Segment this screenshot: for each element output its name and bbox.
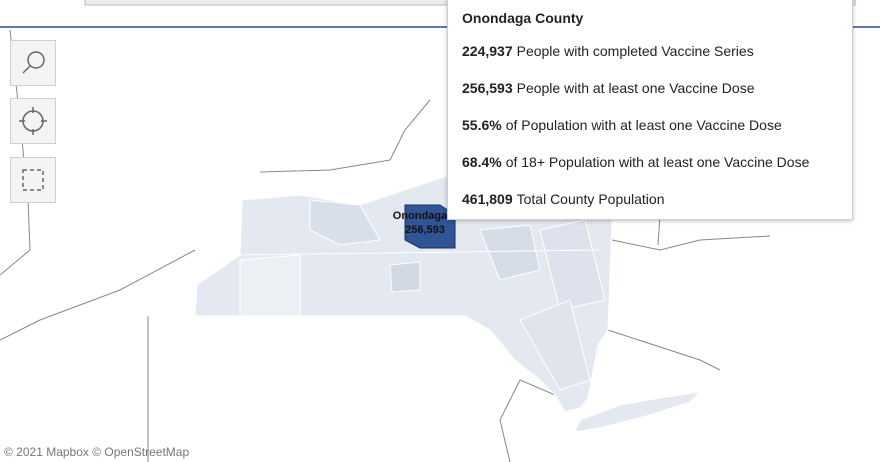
tooltip-title: Onondaga County — [462, 10, 584, 26]
row-value: 256,593 — [462, 80, 513, 96]
row-value: 461,809 — [462, 191, 513, 207]
row-value: 55.6% — [462, 117, 502, 133]
tooltip-row: 55.6% of Population with at least one Vac… — [462, 107, 838, 144]
county-value: 256,593 — [405, 224, 445, 236]
tooltip: Onondaga County 224,937 People with compl… — [447, 0, 853, 220]
select-icon — [22, 169, 44, 191]
tooltip-row: 224,937 People with completed Vaccine Ser… — [462, 33, 838, 70]
attribution: © 2021 Mapbox © OpenStreetMap — [4, 445, 190, 459]
tooltip-row: 68.4% of 18+ Population with at least one… — [462, 144, 838, 181]
locate-button[interactable] — [10, 98, 56, 144]
locate-icon — [19, 107, 47, 135]
county-label: Onondaga — [393, 210, 448, 222]
search-button[interactable] — [10, 40, 56, 86]
tooltip-row: 461,809 Total County Population — [462, 181, 838, 218]
row-text: People with at least one Vaccine Dose — [516, 80, 755, 96]
counties — [194, 174, 702, 433]
row-value: 224,937 — [462, 43, 513, 59]
row-text: of 18+ Population with at least one Vacc… — [505, 154, 810, 170]
tooltip-row: 256,593 People with at least one Vaccine … — [462, 70, 838, 107]
row-value: 68.4% — [462, 154, 502, 170]
boundaries — [0, 29, 771, 462]
search-icon — [22, 51, 45, 74]
row-text: of Population with at least one Vaccine … — [505, 117, 782, 133]
row-text: People with completed Vaccine Series — [516, 43, 754, 59]
select-button[interactable] — [10, 157, 56, 203]
row-text: Total County Population — [516, 191, 665, 207]
